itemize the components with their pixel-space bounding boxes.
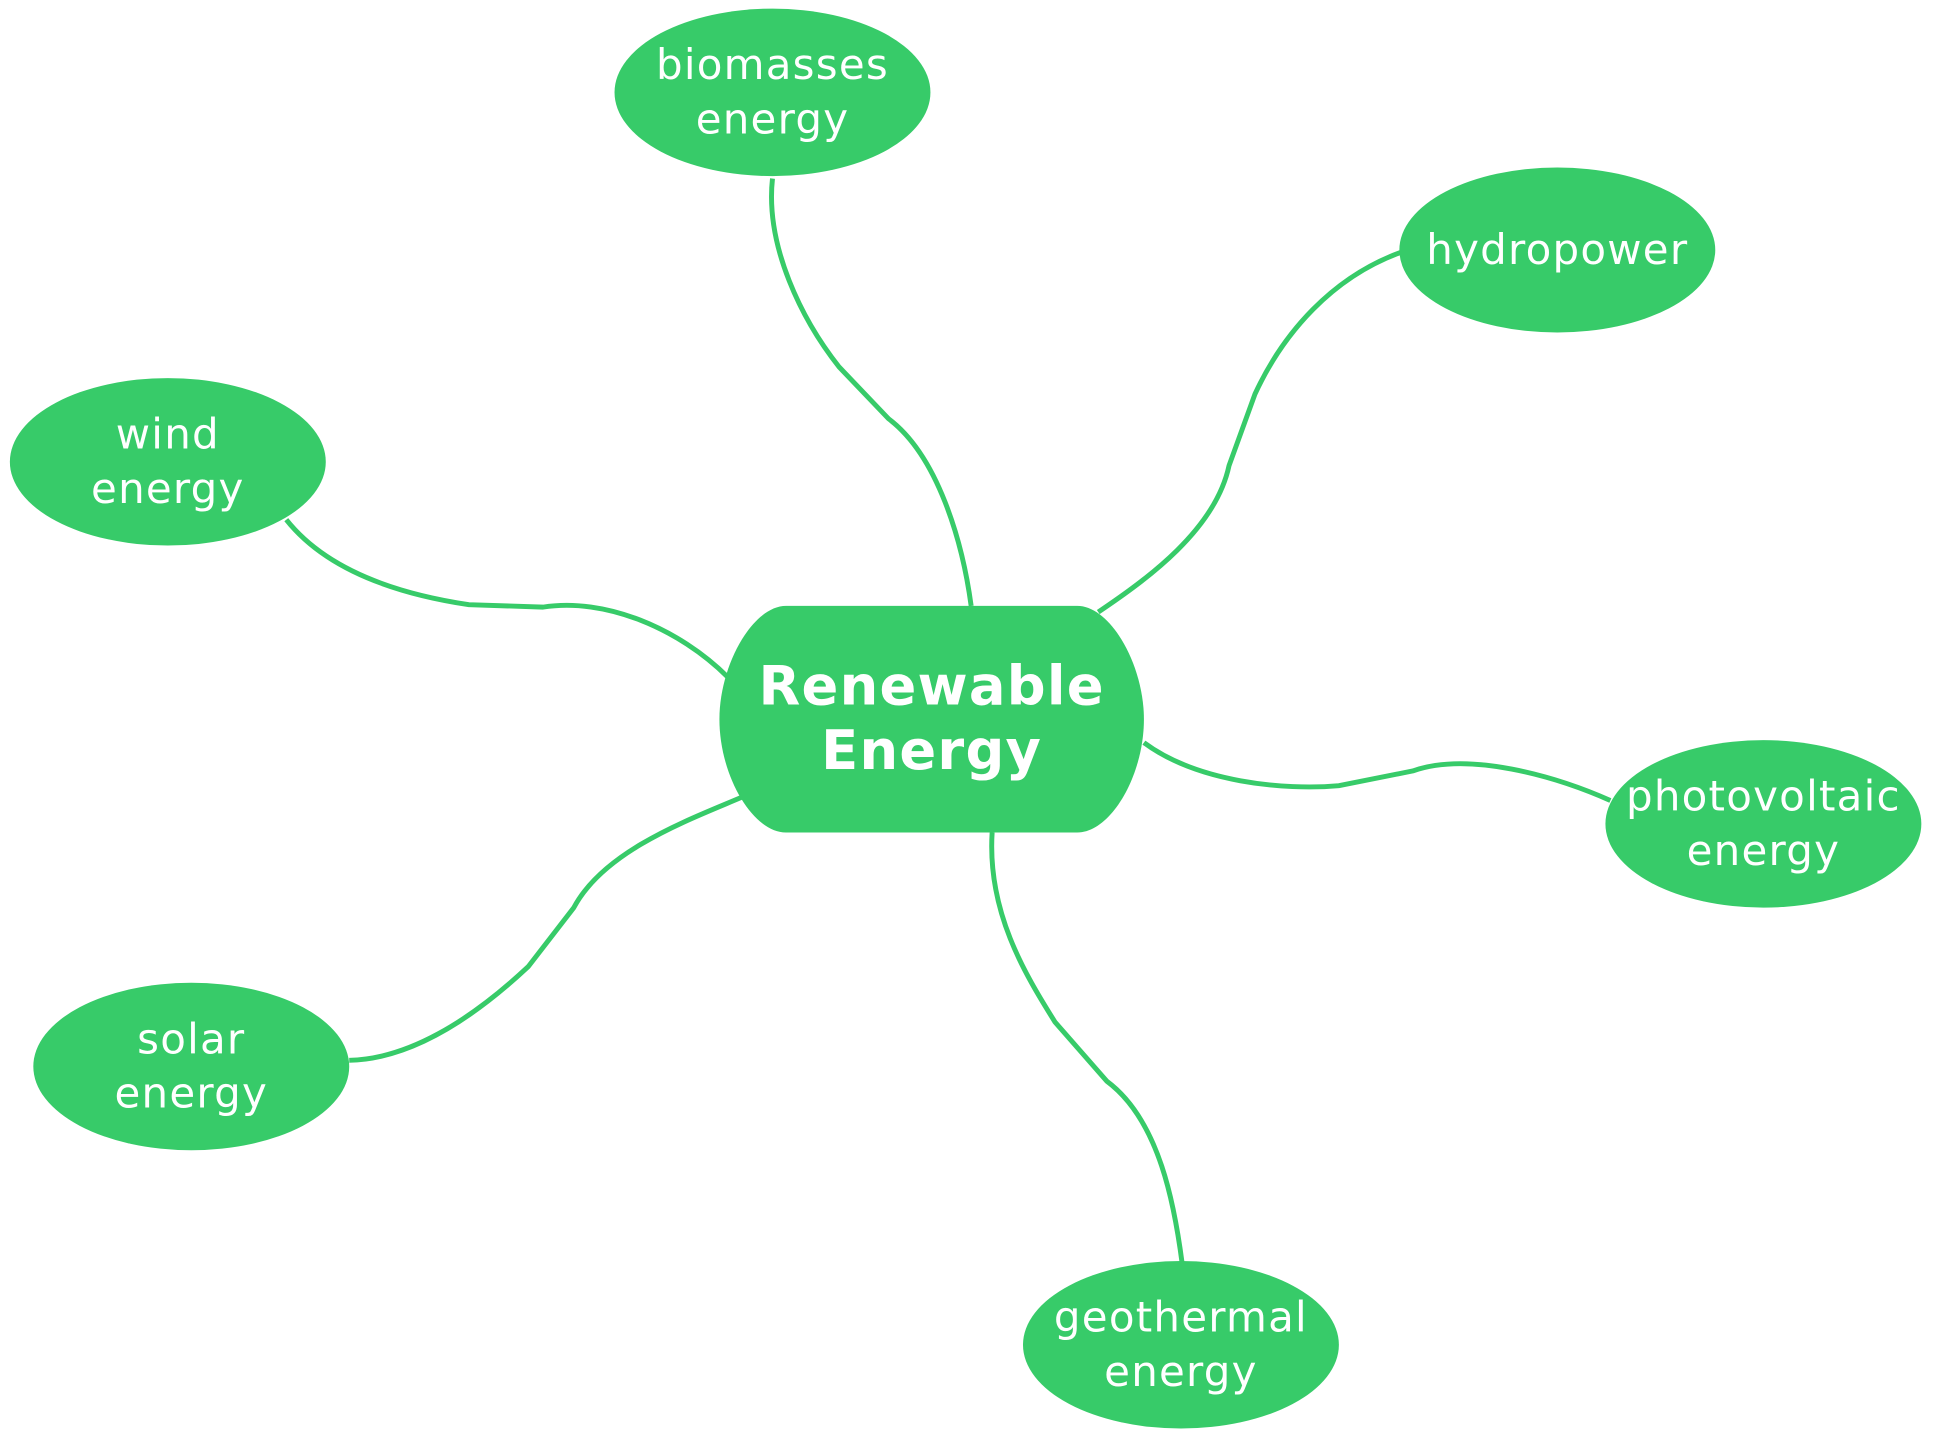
- topic-node: [33, 982, 350, 1151]
- node-label: energy: [91, 464, 245, 513]
- topic-node: [1022, 1261, 1339, 1429]
- topic-node: [1605, 740, 1922, 908]
- node-label: hydropower: [1426, 225, 1688, 274]
- node-label: photovoltaic: [1626, 772, 1901, 821]
- node-label: energy: [1104, 1347, 1258, 1396]
- edge: [349, 794, 744, 1063]
- node-label: Renewable: [759, 655, 1105, 718]
- edge: [769, 178, 974, 607]
- node-label: energy: [696, 94, 850, 143]
- node-label: Energy: [821, 719, 1042, 782]
- edge: [1096, 250, 1402, 615]
- node-label: wind: [116, 410, 220, 459]
- edge: [284, 518, 730, 680]
- node-label: biomasses: [656, 40, 889, 89]
- node-label: solar: [137, 1014, 245, 1063]
- topic-node: [1399, 167, 1716, 333]
- node-label: energy: [114, 1069, 268, 1118]
- topic-node: [9, 378, 326, 546]
- topic-node: [614, 8, 931, 177]
- edge: [989, 832, 1185, 1264]
- node-label: energy: [1687, 826, 1841, 875]
- edge: [1142, 740, 1612, 803]
- center-node: [719, 605, 1144, 833]
- node-label: geothermal: [1054, 1293, 1308, 1342]
